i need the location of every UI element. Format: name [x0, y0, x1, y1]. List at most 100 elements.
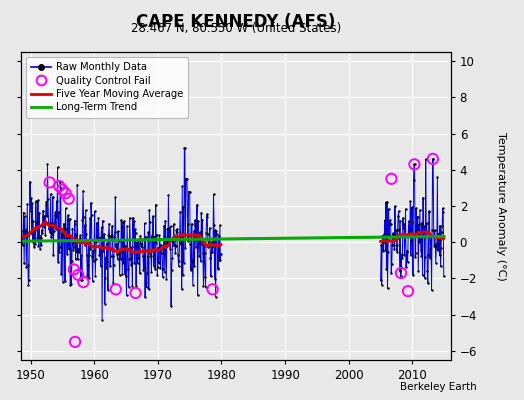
- Point: [61, 190, 70, 196]
- Point: [43, 213, 51, 220]
- Point: [413, 232, 421, 239]
- Point: [396, 268, 404, 275]
- Point: [55, 183, 63, 189]
- Point: [103, 240, 111, 246]
- Point: [36, 235, 45, 242]
- Point: [396, 218, 405, 224]
- Point: [92, 256, 100, 262]
- Point: [48, 230, 57, 237]
- Text: 28.467 N, 80.550 W (United States): 28.467 N, 80.550 W (United States): [130, 22, 341, 35]
- Point: [97, 224, 106, 230]
- Point: [409, 177, 418, 184]
- Point: [193, 292, 202, 298]
- Point: [380, 230, 388, 237]
- Point: [169, 242, 178, 248]
- Point: [54, 258, 62, 265]
- Point: [83, 273, 92, 279]
- Point: [171, 250, 180, 256]
- Point: [28, 239, 37, 245]
- Point: [70, 266, 78, 273]
- Point: [386, 217, 395, 223]
- Point: [77, 277, 85, 283]
- Point: [383, 266, 391, 273]
- Point: [157, 246, 166, 252]
- Point: [168, 266, 176, 273]
- Point: [14, 222, 23, 228]
- Point: [54, 209, 63, 215]
- Point: [86, 215, 94, 221]
- Point: [132, 290, 140, 296]
- Point: [76, 232, 84, 238]
- Point: [70, 244, 78, 250]
- Point: [214, 265, 222, 272]
- Point: [385, 206, 393, 212]
- Point: [156, 265, 165, 271]
- Point: [105, 220, 113, 227]
- Point: [412, 205, 420, 211]
- Point: [202, 214, 211, 220]
- Point: [99, 218, 107, 224]
- Point: [102, 254, 110, 260]
- Point: [88, 212, 96, 218]
- Point: [151, 266, 159, 273]
- Point: [78, 217, 86, 223]
- Point: [177, 235, 185, 241]
- Point: [429, 156, 438, 162]
- Point: [397, 273, 405, 280]
- Point: [217, 250, 225, 257]
- Point: [145, 207, 154, 213]
- Point: [410, 161, 419, 168]
- Point: [116, 249, 124, 256]
- Point: [128, 244, 136, 250]
- Point: [434, 231, 443, 237]
- Point: [126, 215, 134, 221]
- Point: [141, 294, 149, 300]
- Point: [122, 292, 130, 298]
- Point: [46, 223, 54, 229]
- Point: [75, 249, 83, 255]
- Point: [438, 223, 446, 229]
- Point: [203, 231, 212, 238]
- Point: [186, 241, 194, 248]
- Point: [198, 216, 206, 223]
- Point: [160, 269, 169, 276]
- Point: [402, 248, 411, 254]
- Point: [49, 252, 58, 258]
- Point: [62, 234, 71, 240]
- Point: [138, 244, 146, 250]
- Point: [438, 229, 446, 235]
- Point: [99, 248, 107, 254]
- Point: [74, 272, 82, 278]
- Point: [197, 210, 205, 216]
- Point: [155, 232, 163, 238]
- Point: [112, 244, 120, 250]
- Point: [84, 261, 92, 268]
- Point: [114, 228, 122, 234]
- Point: [56, 178, 64, 185]
- Point: [34, 243, 42, 250]
- Point: [73, 256, 82, 262]
- Point: [417, 247, 425, 253]
- Point: [157, 242, 165, 248]
- Point: [26, 178, 34, 185]
- Point: [96, 263, 105, 269]
- Point: [80, 222, 89, 228]
- Point: [176, 208, 184, 215]
- Point: [55, 249, 63, 255]
- Point: [397, 270, 405, 276]
- Point: [411, 250, 420, 256]
- Point: [72, 231, 80, 237]
- Point: [209, 191, 217, 198]
- Point: [61, 278, 69, 284]
- Point: [18, 242, 27, 248]
- Point: [104, 232, 113, 238]
- Point: [58, 186, 67, 193]
- Point: [428, 287, 436, 294]
- Point: [180, 145, 189, 151]
- Point: [39, 207, 48, 214]
- Point: [42, 202, 50, 208]
- Point: [40, 224, 48, 230]
- Point: [131, 226, 139, 232]
- Point: [24, 261, 32, 268]
- Point: [128, 283, 137, 289]
